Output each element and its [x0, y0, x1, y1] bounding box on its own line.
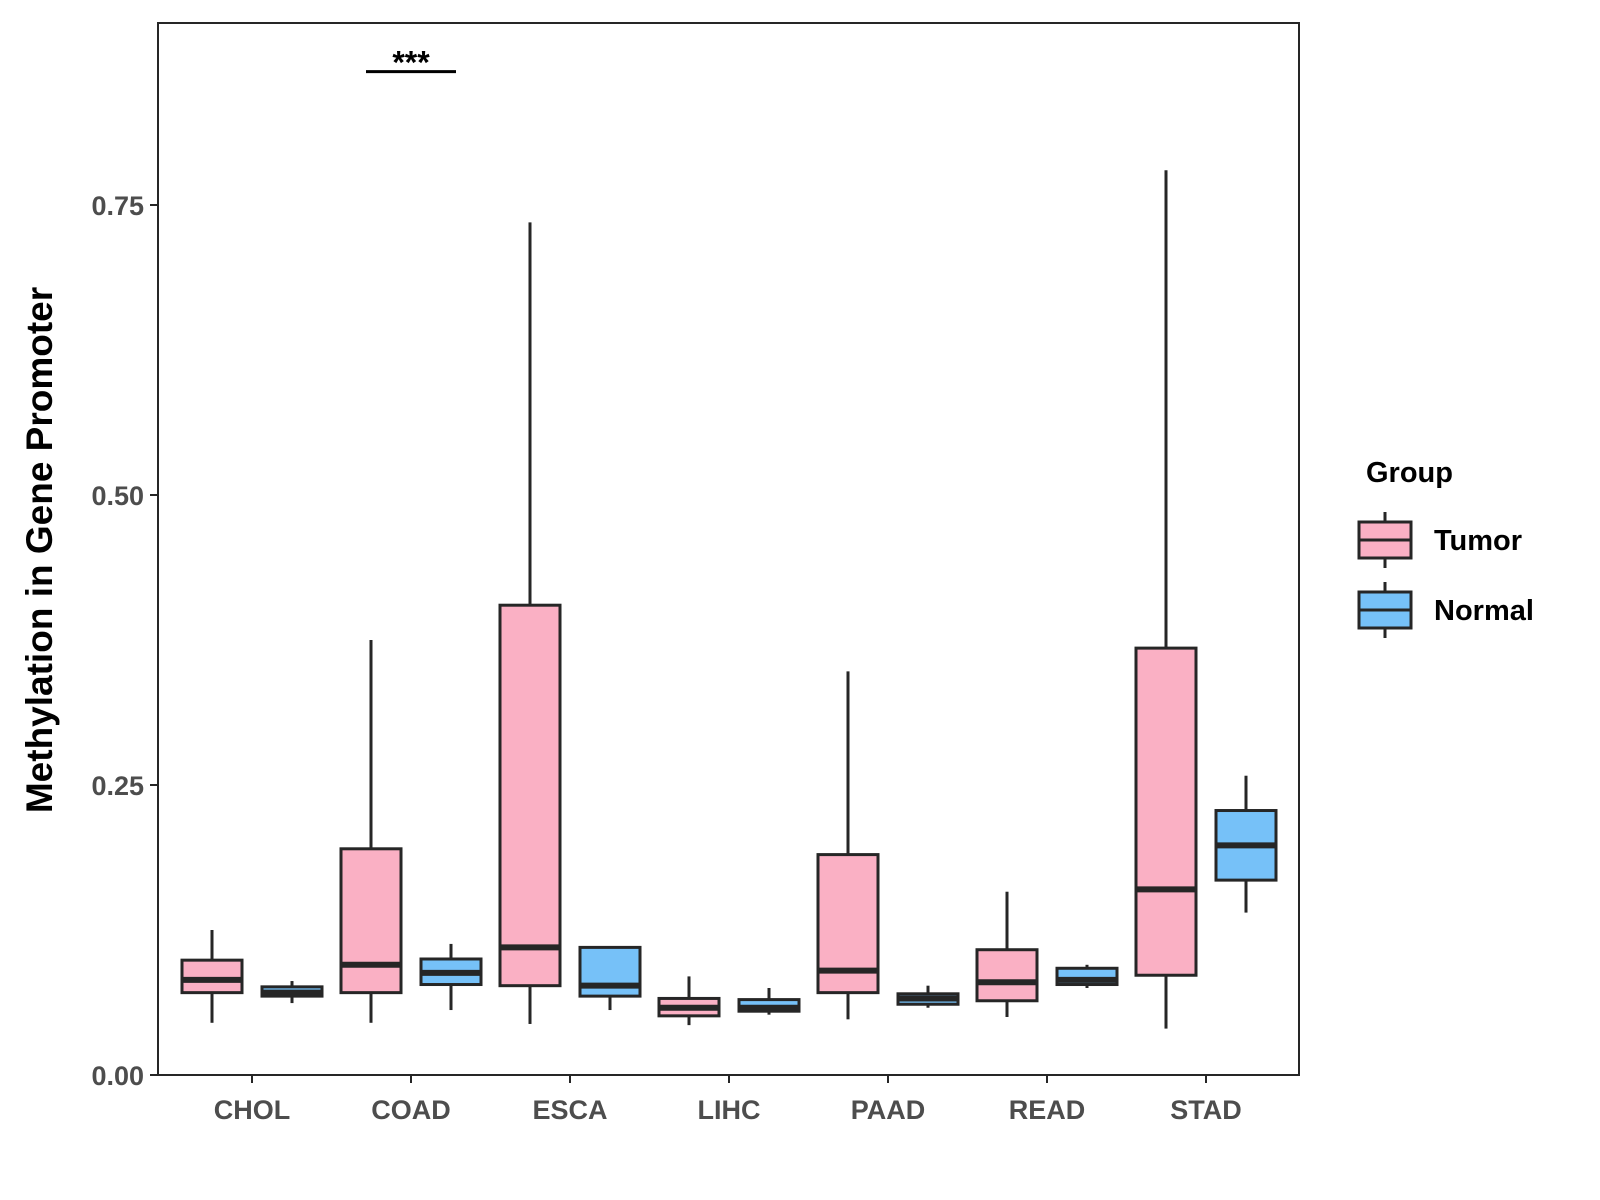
significance-label: ***: [392, 45, 430, 81]
legend-label: Tumor: [1434, 525, 1522, 557]
legend: Group Tumor Normal: [1357, 457, 1534, 638]
x-axis: CHOL COAD ESCA LIHC PAAD READ STAD: [214, 1075, 1242, 1125]
box-tumor-esca: [498, 222, 562, 1024]
x-tick-label: CHOL: [214, 1095, 291, 1125]
box-tumor-chol: [180, 930, 244, 1023]
iqr-box: [1134, 646, 1198, 977]
y-axis: 0.00 0.25 0.50 0.75: [91, 191, 158, 1091]
box-tumor-stad: [1134, 170, 1198, 1029]
iqr-box: [578, 945, 642, 998]
legend-label: Normal: [1434, 595, 1534, 627]
y-axis-title: Methylation in Gene Promoter: [19, 287, 60, 813]
iqr-box: [975, 948, 1039, 1003]
legend-title: Group: [1366, 457, 1453, 489]
box-normal-stad: [1214, 775, 1278, 913]
box-normal-lihc: [737, 988, 801, 1015]
y-tick-label: 0.50: [91, 481, 144, 511]
box-normal-esca: [578, 945, 642, 1011]
box-tumor-coad: [339, 640, 403, 1023]
iqr-box: [180, 958, 244, 995]
box-tumor-read: [975, 891, 1039, 1017]
iqr-box: [498, 603, 562, 988]
y-tick-label: 0.75: [91, 191, 144, 221]
x-tick-label: COAD: [371, 1095, 451, 1125]
box-tumor-lihc: [657, 976, 721, 1026]
box-normal-paad: [896, 985, 960, 1008]
x-tick-label: STAD: [1170, 1095, 1242, 1125]
chart-marks: ***: [180, 45, 1278, 1029]
box-normal-coad: [419, 943, 483, 1011]
x-tick-label: READ: [1009, 1095, 1086, 1125]
legend-item-tumor: Tumor: [1357, 512, 1522, 568]
box-normal-read: [1055, 964, 1119, 988]
box-tumor-paad: [816, 671, 880, 1020]
y-tick-label: 0.25: [91, 771, 144, 801]
legend-item-normal: Normal: [1357, 582, 1534, 638]
box-normal-chol: [260, 981, 324, 1004]
x-tick-label: ESCA: [532, 1095, 607, 1125]
x-tick-label: PAAD: [851, 1095, 926, 1125]
y-tick-label: 0.00: [91, 1061, 144, 1091]
x-tick-label: LIHC: [698, 1095, 761, 1125]
iqr-box: [339, 847, 403, 995]
plot-panel: [157, 22, 1300, 1076]
